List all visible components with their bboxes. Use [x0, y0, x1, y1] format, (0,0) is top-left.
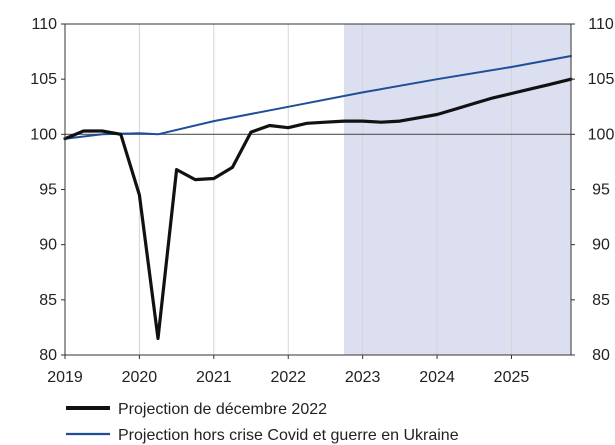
y-axis-left: 80 85 90 95 100 105 110	[30, 16, 65, 364]
y-tick-label-right: 100	[588, 126, 615, 143]
y-tick-label-right: 110	[588, 16, 614, 33]
y-axis-right: 80 85 90 95 100 105 110	[571, 16, 614, 364]
y-tick-label-right: 95	[592, 182, 610, 199]
x-tick-label: 2022	[270, 369, 306, 386]
y-tick-label: 110	[31, 16, 57, 33]
series-lines	[63, 55, 573, 340]
y-tick-label: 90	[39, 237, 57, 254]
y-tick-label: 85	[39, 292, 57, 309]
legend-label: Projection hors crise Covid et guerre en…	[118, 427, 459, 444]
x-tick-label: 2024	[419, 369, 455, 386]
vertical-gridlines	[138, 24, 512, 355]
x-tick-label: 2025	[494, 369, 530, 386]
series-line-december-2022	[63, 77, 573, 340]
y-tick-label-right: 105	[588, 71, 615, 88]
y-tick-label-right: 80	[592, 347, 610, 364]
x-axis: 2019 2020 2021 2022 2023 2024 2025	[47, 355, 529, 386]
x-tick-label: 2019	[47, 369, 83, 386]
x-tick-label: 2020	[122, 369, 158, 386]
projection-shade-rect	[344, 24, 571, 355]
legend: Projection de décembre 2022 Projection ho…	[66, 401, 459, 444]
projection-shaded-area	[344, 24, 571, 355]
y-tick-label-right: 85	[592, 292, 610, 309]
x-tick-label: 2021	[196, 369, 232, 386]
y-tick-label: 100	[30, 126, 57, 143]
y-tick-label: 80	[39, 347, 57, 364]
y-tick-label: 105	[30, 71, 57, 88]
y-tick-label-right: 90	[592, 237, 610, 254]
y-tick-label: 95	[39, 182, 57, 199]
x-tick-label: 2023	[345, 369, 381, 386]
legend-label: Projection de décembre 2022	[118, 401, 327, 418]
